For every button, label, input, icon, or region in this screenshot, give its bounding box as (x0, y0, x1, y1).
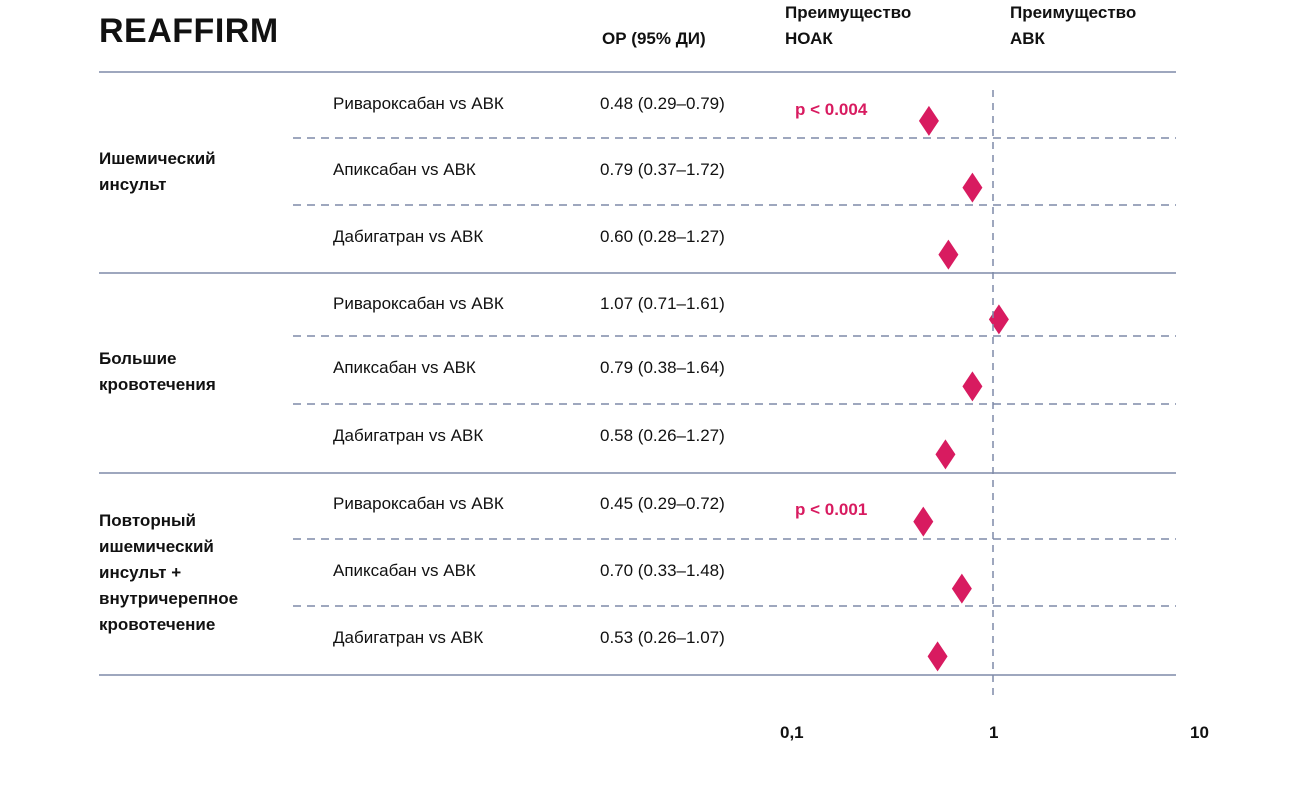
or-value-label: 0.79 (0.37–1.72) (600, 160, 725, 179)
group-label-line: инсульт + (99, 563, 182, 582)
group-label-line: кровотечение (99, 615, 216, 634)
drug-label: Дабигатран vs АВК (333, 426, 484, 445)
group-label-line: Ишемический (99, 149, 216, 168)
or-value-label: 0.70 (0.33–1.48) (600, 561, 725, 580)
group-label-line: кровотечения (99, 375, 216, 394)
or-value-label: 0.79 (0.38–1.64) (600, 358, 725, 377)
or-diamond-marker (935, 439, 956, 470)
group-label-line: инсульт (99, 175, 167, 194)
favors-avk-header: Преимущество АВК (1010, 0, 1180, 52)
favors-avk-line1: Преимущество (1010, 3, 1137, 22)
or-diamond-marker (927, 641, 948, 672)
or-column-header: ОР (95% ДИ) (602, 29, 706, 48)
group-label-line: Повторный (99, 511, 196, 530)
p-value-label: p < 0.004 (795, 100, 868, 119)
x-tick-label: 0,1 (780, 723, 804, 742)
drug-label: Апиксабан vs АВК (333, 358, 476, 377)
or-diamond-marker (938, 239, 959, 270)
or-value-label: 0.48 (0.29–0.79) (600, 94, 725, 113)
or-value-label: 0.53 (0.26–1.07) (600, 628, 725, 647)
group-label: Повторный ишемический инсульт + внутричереп… (99, 508, 279, 638)
favors-noak-line1: Преимущество (785, 3, 912, 22)
or-diamond-marker (913, 506, 934, 537)
drug-label: Апиксабан vs АВК (333, 561, 476, 580)
favors-avk-line2: АВК (1010, 29, 1045, 48)
or-diamond-marker (962, 172, 983, 203)
group-label-line: ишемический (99, 537, 214, 556)
x-tick-label: 1 (989, 723, 999, 742)
group-label-line: внутричерепное (99, 589, 239, 608)
drug-label: Ривароксабан vs АВК (333, 294, 504, 313)
or-value-label: 0.58 (0.26–1.27) (600, 426, 725, 445)
or-value-label: 1.07 (0.71–1.61) (600, 294, 725, 313)
drug-label: Ривароксабан vs АВК (333, 494, 504, 513)
chart-title: REAFFIRM (99, 12, 279, 50)
or-diamond-marker (962, 371, 983, 402)
favors-noak-line2: НОАК (785, 29, 833, 48)
group-label: Большие кровотечения (99, 346, 279, 398)
drug-label: Дабигатран vs АВК (333, 628, 484, 647)
favors-noak-header: Преимущество НОАК (785, 0, 955, 52)
group-label: Ишемический инсульт (99, 146, 279, 198)
or-diamond-marker (918, 105, 939, 136)
group-label-line: Большие (99, 349, 177, 368)
p-value-label: p < 0.001 (795, 500, 868, 519)
or-diamond-marker (951, 573, 972, 604)
or-value-label: 0.60 (0.28–1.27) (600, 227, 725, 246)
drug-label: Ривароксабан vs АВК (333, 94, 504, 113)
drug-label: Дабигатран vs АВК (333, 227, 484, 246)
drug-label: Апиксабан vs АВК (333, 160, 476, 179)
x-tick-label: 10 (1190, 723, 1209, 742)
or-diamond-marker (988, 304, 1009, 335)
or-value-label: 0.45 (0.29–0.72) (600, 494, 725, 513)
